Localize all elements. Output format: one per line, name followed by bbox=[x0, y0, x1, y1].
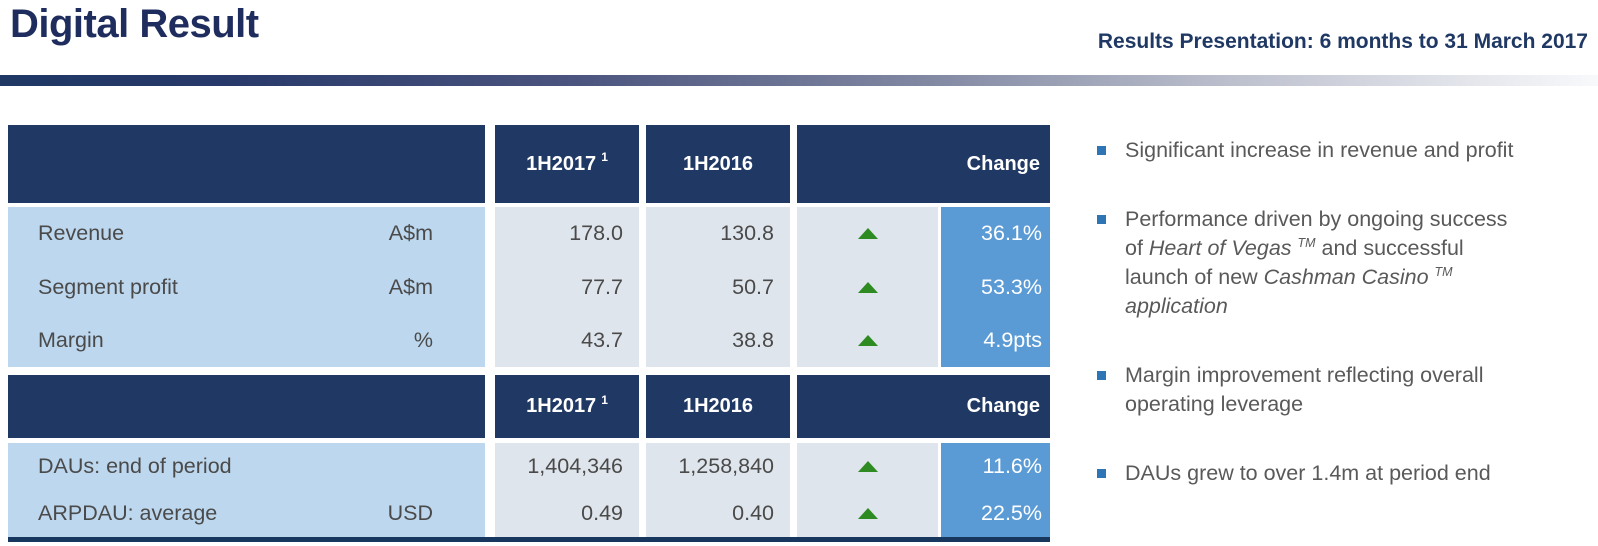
up-arrow-icon bbox=[857, 461, 878, 473]
change-direction-cell bbox=[797, 313, 938, 368]
value-1h2016: 1,258,840 bbox=[678, 454, 774, 479]
row-label: Margin bbox=[38, 327, 104, 352]
value-1h2017: 43.7 bbox=[581, 327, 623, 352]
col-header-label: 1H2016 bbox=[682, 152, 754, 175]
row-unit: USD bbox=[387, 501, 433, 526]
value-1h2017: 1,404,346 bbox=[527, 454, 623, 479]
table-gap bbox=[8, 367, 1050, 375]
square-bullet-icon bbox=[1097, 215, 1106, 224]
value-1h2016-cell: 130.8 bbox=[646, 207, 790, 261]
value-1h2016-cell: 50.7 bbox=[646, 260, 790, 314]
col-header-label: Change bbox=[966, 152, 1040, 175]
col-header-label: 1H2017 bbox=[526, 152, 597, 175]
header-spacer-cell bbox=[8, 125, 485, 203]
change-value: 53.3% bbox=[981, 274, 1042, 299]
row-label-cell: ARPDAU: average USD bbox=[8, 490, 485, 538]
col-header-change: Change bbox=[797, 125, 1050, 203]
change-direction-cell bbox=[797, 260, 938, 314]
value-1h2016: 50.7 bbox=[732, 274, 774, 299]
row-label-cell: DAUs: end of period bbox=[8, 443, 485, 491]
value-1h2016: 0.40 bbox=[732, 501, 774, 526]
change-value: 11.6% bbox=[982, 454, 1042, 479]
change-value: 4.9pts bbox=[983, 327, 1042, 352]
col-header-change: Change bbox=[797, 375, 1050, 439]
row-label-cell: Segment profit A$m bbox=[8, 260, 485, 314]
list-item: Performance driven by ongoing success of … bbox=[1097, 205, 1597, 321]
highlights-list: Significant increase in revenue and prof… bbox=[1097, 136, 1597, 528]
up-arrow-icon bbox=[857, 281, 878, 293]
change-value-cell: 4.9pts bbox=[941, 313, 1050, 368]
col-header-1h2016: 1H2016 bbox=[646, 125, 790, 203]
header-spacer-cell bbox=[8, 375, 485, 439]
table-bottom-border bbox=[8, 537, 1050, 543]
value-1h2016-cell: 38.8 bbox=[646, 313, 790, 368]
row-label-cell: Revenue A$m bbox=[8, 207, 485, 261]
change-value-cell: 22.5% bbox=[941, 490, 1050, 538]
page-title: Digital Result bbox=[10, 2, 259, 46]
value-1h2016-cell: 1,258,840 bbox=[646, 443, 790, 491]
square-bullet-icon bbox=[1097, 371, 1106, 380]
value-1h2017-cell: 0.49 bbox=[495, 490, 639, 538]
table-row: Margin % 43.7 38.8 4.9pts bbox=[8, 313, 1050, 368]
value-1h2017-cell: 1,404,346 bbox=[495, 443, 639, 491]
row-unit: A$m bbox=[388, 221, 433, 246]
col-header-1h2016: 1H2016 bbox=[646, 375, 790, 439]
value-1h2017-cell: 178.0 bbox=[495, 207, 639, 261]
row-unit: A$m bbox=[388, 274, 433, 299]
row-label: DAUs: end of period bbox=[38, 454, 232, 479]
up-arrow-icon bbox=[857, 228, 878, 240]
change-value-cell: 36.1% bbox=[941, 207, 1050, 261]
value-1h2017: 0.49 bbox=[581, 501, 623, 526]
change-value: 22.5% bbox=[981, 501, 1042, 526]
table-header-row: 1H2017 1 1H2016 Change bbox=[8, 125, 1050, 203]
financial-results-table: 1H2017 1 1H2016 Change Revenue A$m 178.0 … bbox=[8, 125, 1050, 543]
row-label: ARPDAU: average bbox=[38, 501, 218, 526]
change-value-cell: 11.6% bbox=[941, 443, 1050, 491]
list-item: Margin improvement reflecting overall ope… bbox=[1097, 361, 1597, 419]
col-header-1h2017: 1H2017 1 bbox=[495, 375, 639, 439]
change-value: 36.1% bbox=[981, 221, 1042, 246]
change-value-cell: 53.3% bbox=[941, 260, 1050, 314]
square-bullet-icon bbox=[1097, 146, 1106, 155]
title-divider-bar bbox=[0, 75, 1598, 86]
row-label: Revenue bbox=[38, 221, 125, 246]
presentation-subtitle: Results Presentation: 6 months to 31 Mar… bbox=[1097, 30, 1588, 53]
table-header-row: 1H2017 1 1H2016 Change bbox=[8, 375, 1050, 439]
row-label: Segment profit bbox=[38, 274, 178, 299]
value-1h2016: 130.8 bbox=[720, 221, 774, 246]
bullet-text: Significant increase in revenue and prof… bbox=[1125, 138, 1514, 162]
up-arrow-icon bbox=[857, 508, 878, 520]
change-direction-cell bbox=[797, 443, 938, 491]
table-row: Segment profit A$m 77.7 50.7 53.3% bbox=[8, 260, 1050, 314]
table-row: Revenue A$m 178.0 130.8 36.1% bbox=[8, 207, 1050, 261]
change-direction-cell bbox=[797, 490, 938, 538]
up-arrow-icon bbox=[857, 334, 878, 346]
footnote-marker: 1 bbox=[601, 392, 608, 407]
value-1h2017: 178.0 bbox=[569, 221, 623, 246]
footnote-marker: 1 bbox=[601, 150, 608, 164]
list-item: Significant increase in revenue and prof… bbox=[1097, 136, 1597, 165]
col-header-label: 1H2016 bbox=[682, 395, 754, 418]
list-item: DAUs grew to over 1.4m at period end bbox=[1097, 459, 1597, 488]
row-label-cell: Margin % bbox=[8, 313, 485, 368]
value-1h2016-cell: 0.40 bbox=[646, 490, 790, 538]
row-unit: % bbox=[413, 327, 433, 352]
col-header-1h2017: 1H2017 1 bbox=[495, 125, 639, 203]
square-bullet-icon bbox=[1097, 469, 1106, 478]
value-1h2016: 38.8 bbox=[732, 327, 774, 352]
value-1h2017: 77.7 bbox=[581, 274, 623, 299]
value-1h2017-cell: 43.7 bbox=[495, 313, 639, 368]
bullet-text: Performance driven by ongoing success of … bbox=[1125, 207, 1508, 318]
value-1h2017-cell: 77.7 bbox=[495, 260, 639, 314]
change-direction-cell bbox=[797, 207, 938, 261]
col-header-label: Change bbox=[966, 395, 1040, 418]
bullet-text: Margin improvement reflecting overall ope… bbox=[1125, 363, 1484, 416]
table-row: ARPDAU: average USD 0.49 0.40 22.5% bbox=[8, 490, 1050, 538]
bullet-text: DAUs grew to over 1.4m at period end bbox=[1125, 461, 1491, 485]
col-header-label: 1H2017 bbox=[526, 395, 597, 418]
table-row: DAUs: end of period 1,404,346 1,258,840 … bbox=[8, 443, 1050, 491]
